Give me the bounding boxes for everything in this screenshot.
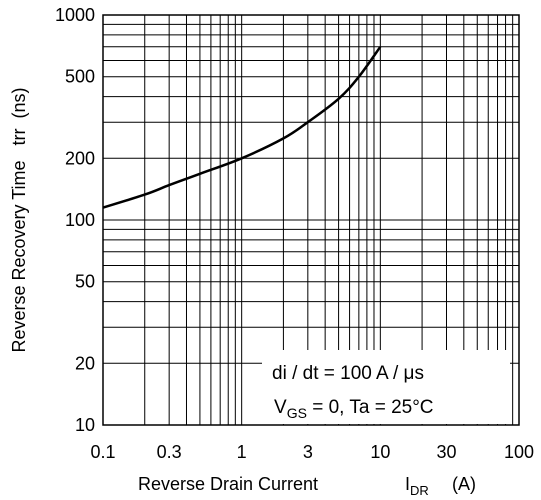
x-tick-label: 3 (303, 442, 313, 462)
y-tick-label: 500 (65, 67, 95, 87)
x-tick-labels: 0.1 0.3 1 3 10 30 100 (90, 442, 534, 462)
x-axis-label: Reverse Drain Current IDR (A) (138, 474, 476, 498)
x-tick-label: 1 (237, 442, 247, 462)
y-tick-label: 200 (65, 148, 95, 168)
x-axis-label-sub: DR (410, 483, 429, 498)
x-axis-label-unit: (A) (452, 474, 476, 494)
y-tick-label: 10 (75, 415, 95, 435)
y-tick-label: 100 (65, 210, 95, 230)
y-axis-label: Reverse Recovery Time trr (ns) (9, 87, 29, 352)
y-tick-label: 50 (75, 272, 95, 292)
x-tick-label: 0.3 (157, 442, 182, 462)
annotation-v-symbol: V (274, 397, 287, 418)
annotation-didt: di / dt = 100 A / μs (272, 363, 424, 384)
annotation-conditions: VGS = 0, Ta = 25°C (274, 397, 434, 421)
annotation-conditions-text: = 0, Ta = 25°C (307, 397, 434, 418)
x-axis-label-symbol: I (405, 474, 410, 494)
x-tick-label: 30 (436, 442, 456, 462)
annotation-background (262, 350, 510, 424)
x-tick-label: 100 (504, 442, 534, 462)
x-tick-label: 0.1 (90, 442, 115, 462)
x-tick-label: 10 (370, 442, 390, 462)
y-tick-label: 1000 (55, 5, 95, 25)
plot-frame (102, 14, 520, 426)
y-tick-labels: 10 20 50 100 200 500 1000 (55, 5, 95, 435)
series-line-trr (102, 46, 382, 209)
y-tick-label: 20 (75, 353, 95, 373)
x-axis-label-text: Reverse Drain Current (138, 474, 318, 494)
annotation-gs-sub: GS (287, 405, 307, 421)
